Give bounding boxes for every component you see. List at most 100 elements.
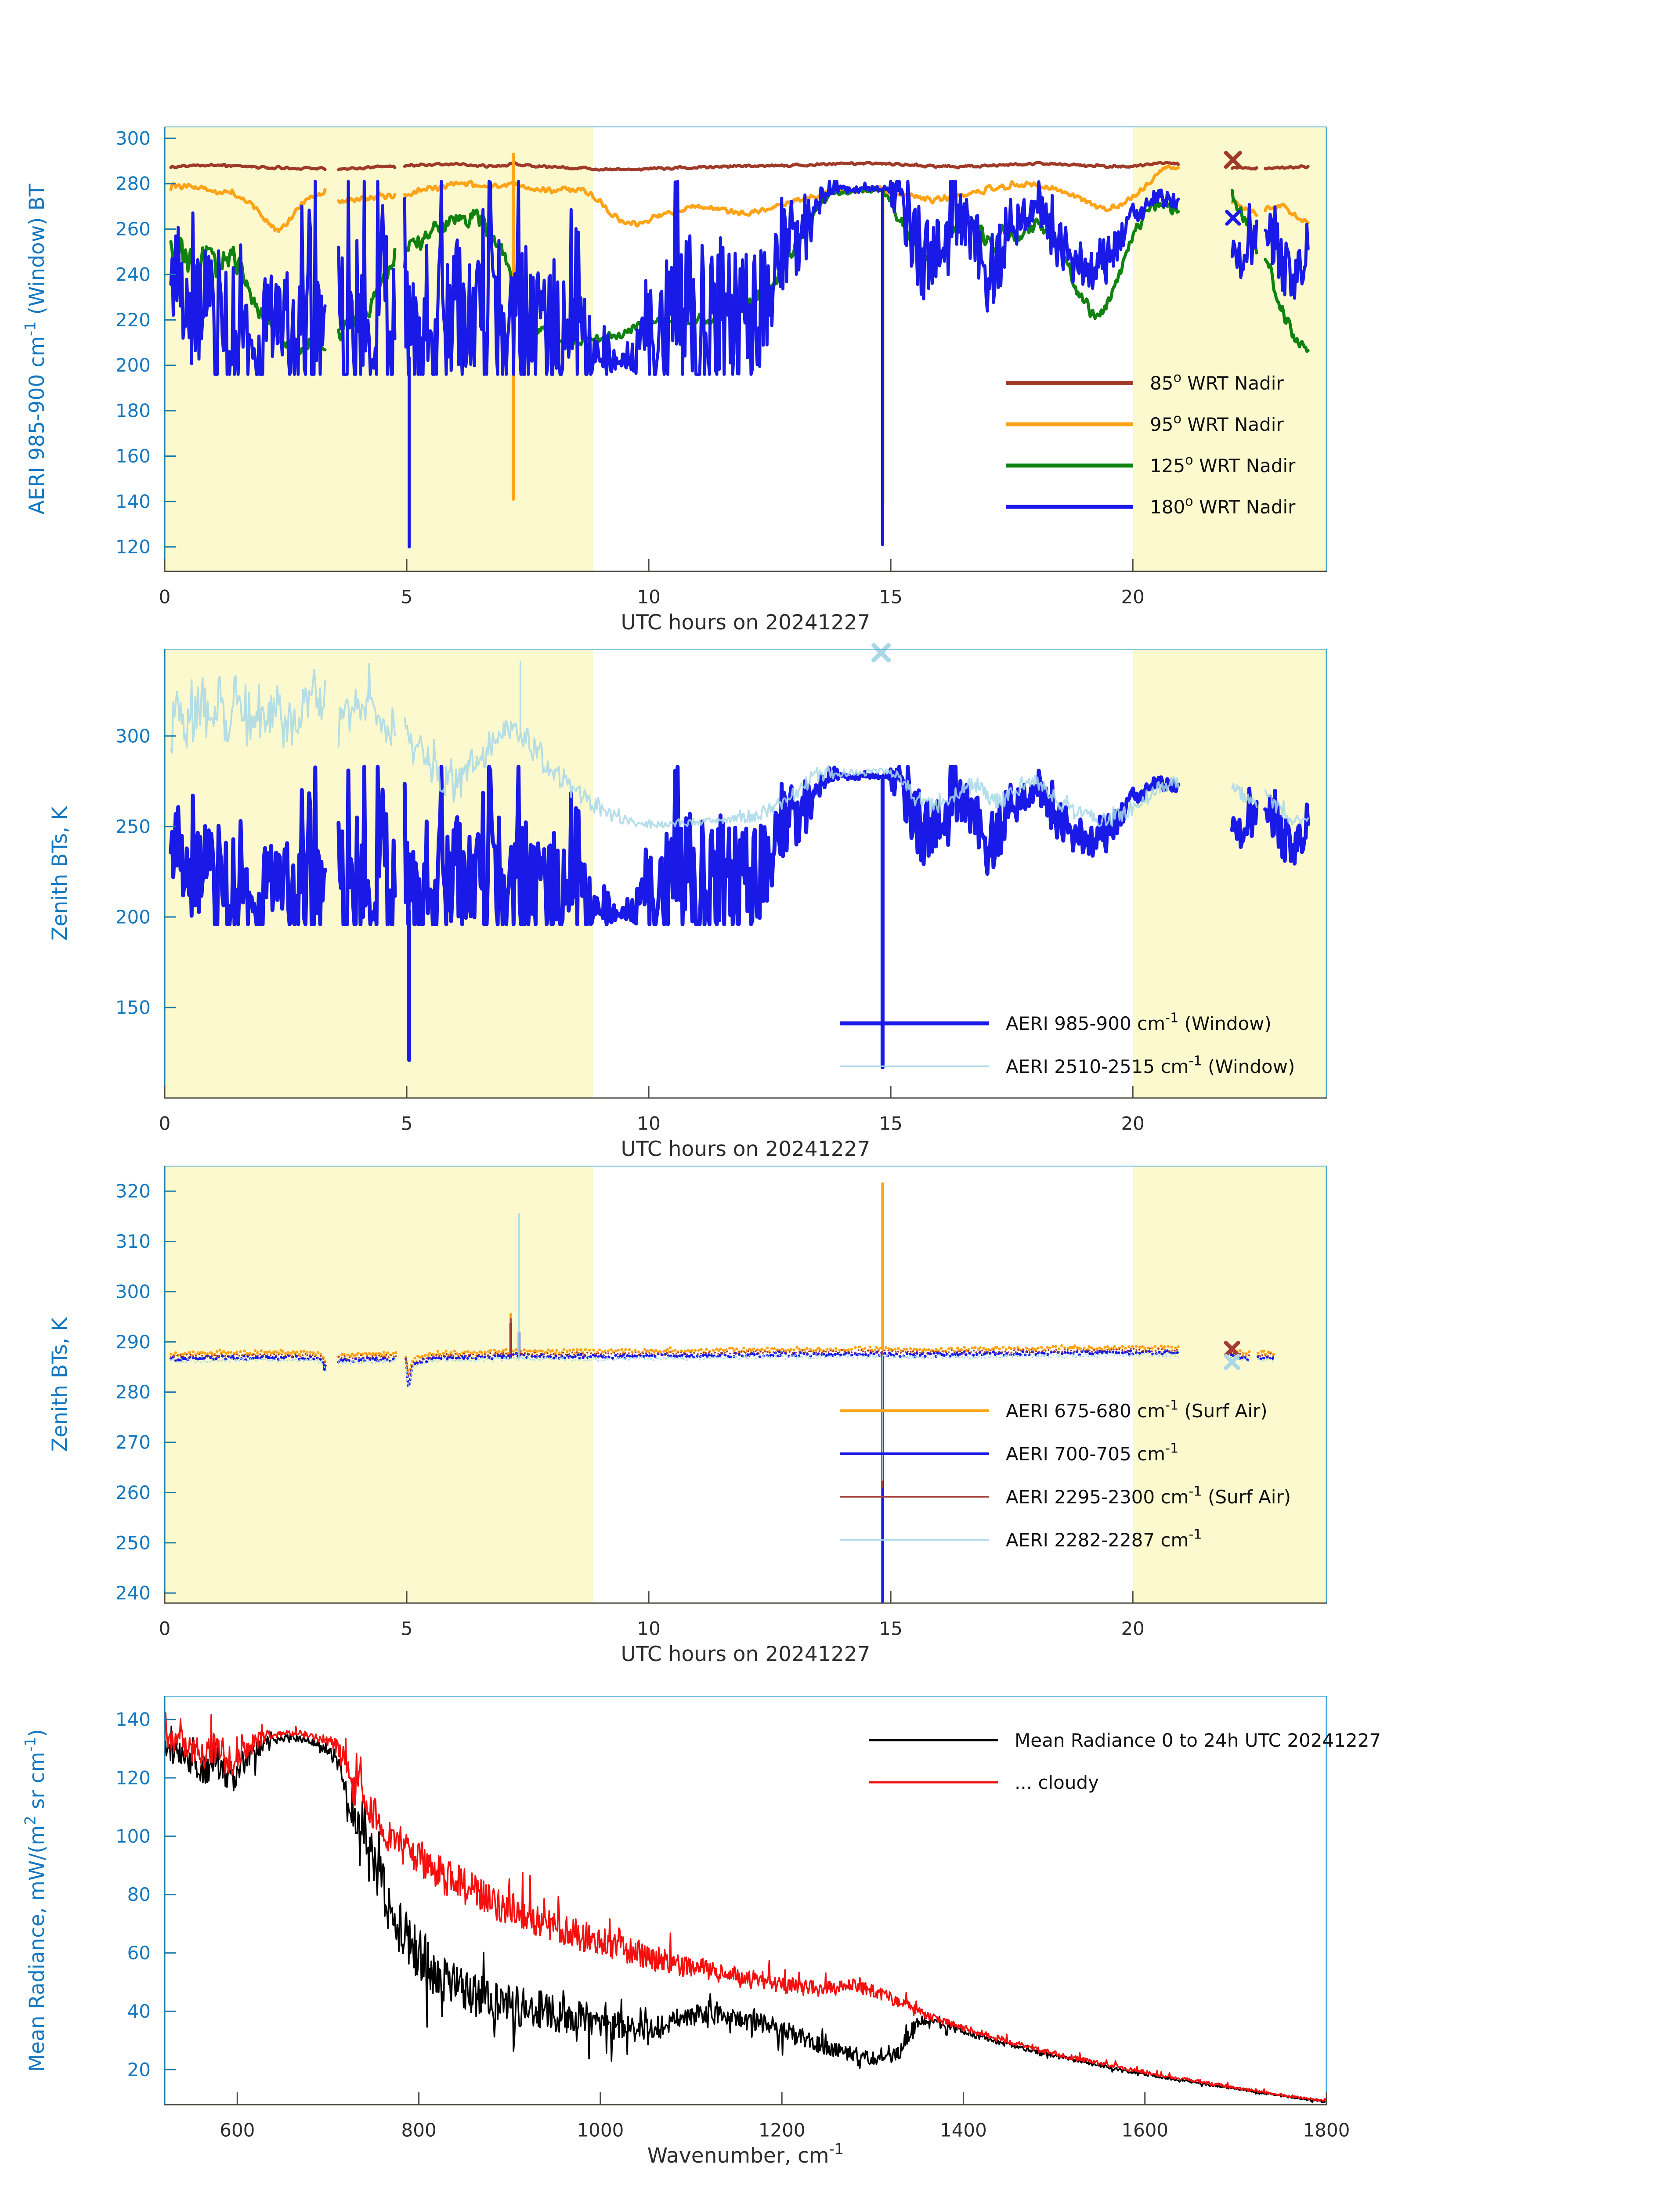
y-tick-label: 240 (116, 264, 151, 285)
x-tick-label: 15 (879, 1113, 902, 1134)
y-tick-label: 280 (116, 1381, 151, 1403)
x-tick-label: 0 (159, 1113, 171, 1134)
chart-3-zenith-co2-bts-line-aeri-2282-2287 (170, 1352, 1275, 1388)
y-tick-label: 300 (116, 127, 151, 149)
y-tick-label: 200 (116, 354, 151, 376)
y-tick-label: 180 (116, 400, 151, 422)
x-tick-label: 1800 (1303, 2120, 1350, 2141)
chart-3-zenith-co2-bts-line-aeri-675-680-surfair (169, 1343, 1275, 1376)
chart-3-zenith-co2-bts-x-marker (1224, 1340, 1240, 1357)
y-tick-label: 80 (127, 1884, 151, 1905)
legend-entry-label: AERI 2510-2515 cm-1 (Window) (1006, 1053, 1295, 1077)
x-tick-label: 20 (1121, 1113, 1144, 1134)
chart-1-nadir-angles-bt-x-marker (1224, 151, 1242, 169)
y-tick-label: 290 (116, 1331, 151, 1353)
x-axis-label: Wavenumber, cm-1 (647, 2140, 844, 2168)
y-tick-label: 120 (116, 1767, 151, 1789)
chart-2-zenith-window-bts: 150 200 250 300 0 5 10 15 20 UTC hours on 2024122… (48, 643, 1327, 1161)
chart-1-nadir-angles-bt-legend: 85o WRT Nadir 95o WRT Nadir 125o WRT Nadir… (1006, 370, 1296, 518)
legend-entry-label: ... cloudy (1015, 1772, 1099, 1793)
y-tick-label: 150 (116, 997, 151, 1018)
chart-1-nadir-angles-bt-line-180deg-wrt-nadir (169, 180, 1310, 376)
chart-3-zenith-co2-bts-legend: AERI 675-680 cm-1 (Surf Air) AERI 700-705… (840, 1398, 1291, 1551)
legend-entry-label: 95o WRT Nadir (1150, 411, 1284, 435)
chart-4-mean-radiance-520-1800-axes: 20 40 60 80 100 120 140 600 800 1000 1200 1400 1600 1… (22, 1696, 1350, 2168)
chart-2-zenith-window-bts-axes: 150 200 250 300 0 5 10 15 20 UTC hours on 2024122… (48, 649, 1327, 1161)
chart-1-nadir-angles-bt-axes: 120 140 160 180 200 220 240 260 280 300 0 5 10 15 20 UT… (22, 126, 1327, 635)
x-tick-label: 5 (401, 1618, 413, 1640)
chart-3-zenith-co2-bts-x-marker (1224, 1354, 1240, 1370)
chart-2-zenith-window-bts-line-aeri-2510-2515-window (170, 663, 1309, 829)
legend-entry-label: 85o WRT Nadir (1150, 370, 1284, 394)
x-tick-label: 0 (159, 586, 171, 608)
x-tick-label: 10 (637, 586, 660, 608)
y-tick-label: 160 (116, 445, 151, 467)
x-tick-label: 1000 (577, 2120, 624, 2141)
chart-2-zenith-window-bts-x-marker (871, 643, 891, 663)
y-tick-label: 140 (116, 1709, 151, 1730)
chart-1-nadir-angles-bt-x-marker (1225, 209, 1241, 226)
chart-2-zenith-window-bts-line-aeri-985-900-window (169, 765, 1310, 926)
y-tick-label: 40 (127, 2001, 151, 2022)
x-tick-label: 600 (220, 2120, 255, 2141)
x-tick-label: 1600 (1121, 2120, 1168, 2141)
y-tick-label: 270 (116, 1432, 151, 1453)
chart-3-zenith-co2-bts-bands (165, 1166, 1326, 1603)
chart-4-mean-radiance-520-1800-line-mean-radiance-clear (165, 1725, 1326, 2103)
chart-1-nadir-angles-bt-series (169, 152, 1310, 549)
x-tick-label: 1400 (940, 2120, 987, 2141)
y-tick-label: 260 (116, 218, 151, 240)
y-tick-label: 100 (116, 1825, 151, 1847)
chart-2-zenith-window-bts-series (169, 661, 1310, 1069)
chart-4-mean-radiance-520-1800-line-mean-radiance-cloudy (165, 1712, 1326, 2102)
x-tick-label: 20 (1121, 586, 1144, 608)
y-tick-label: 320 (116, 1181, 151, 1202)
chart-2-zenith-window-bts-legend: AERI 985-900 cm-1 (Window) AERI 2510-2515… (840, 1010, 1295, 1077)
legend-entry-label: AERI 985-900 cm-1 (Window) (1006, 1010, 1272, 1034)
y-tick-label: 300 (116, 725, 151, 747)
y-tick-label: 280 (116, 173, 151, 195)
y-axis-label: AERI 985-900 cm-1 (Window) BT (22, 184, 49, 514)
y-tick-label: 240 (116, 1582, 151, 1604)
x-axis-label: UTC hours on 20241227 (621, 1642, 871, 1666)
y-tick-label: 250 (116, 816, 151, 837)
chart-3-zenith-co2-bts-series (169, 1182, 1275, 1603)
chart-4-mean-radiance-520-1800: 20 40 60 80 100 120 140 600 800 1000 1200 1400 1600 1… (22, 1696, 1381, 2168)
y-tick-label: 120 (116, 536, 151, 558)
chart-3-zenith-co2-bts-line-aeri-2295-2300-surfair (170, 1347, 1275, 1377)
x-tick-label: 20 (1121, 1618, 1144, 1640)
legend-entry-label: AERI 2282-2287 cm-1 (1006, 1527, 1202, 1551)
y-axis-label: Zenith BTs, K (48, 806, 72, 941)
x-axis-label: UTC hours on 20241227 (621, 610, 871, 635)
chart-1-nadir-angles-bt: 120 140 160 180 200 220 240 260 280 300 0 5 10 15 20 UT… (22, 126, 1327, 635)
legend-entry-label: 125o WRT Nadir (1150, 452, 1296, 477)
chart-1-nadir-angles-bt-line-85deg-wrt-nadir (169, 161, 1310, 172)
y-tick-label: 260 (116, 1482, 151, 1503)
x-tick-label: 1200 (759, 2120, 806, 2141)
legend-entry-label: AERI 2295-2300 cm-1 (Surf Air) (1006, 1484, 1291, 1508)
x-tick-label: 10 (637, 1113, 660, 1134)
x-tick-label: 0 (159, 1618, 171, 1640)
y-tick-label: 310 (116, 1231, 151, 1252)
y-tick-label: 60 (127, 1942, 151, 1964)
y-axis-label: Zenith BTs, K (48, 1317, 72, 1452)
legend-entry-label: AERI 700-705 cm-1 (1006, 1441, 1178, 1465)
chart-3-zenith-co2-bts: 240 250 260 270 280 290 300 310 320 0 5 10 15 20 UTC h… (48, 1166, 1327, 1666)
x-tick-label: 15 (879, 586, 902, 608)
y-tick-label: 200 (116, 906, 151, 928)
legend-entry-label: 180o WRT Nadir (1150, 494, 1296, 518)
chart-3-zenith-co2-bts-axes: 240 250 260 270 280 290 300 310 320 0 5 10 15 20 UTC h… (48, 1166, 1327, 1666)
x-axis-label: UTC hours on 20241227 (621, 1137, 871, 1161)
y-tick-label: 20 (127, 2059, 151, 2080)
legend-entry-label: Mean Radiance 0 to 24h UTC 20241227 (1015, 1730, 1381, 1751)
x-tick-label: 5 (401, 1113, 413, 1134)
shaded-band (1133, 1166, 1326, 1603)
y-tick-label: 300 (116, 1281, 151, 1302)
x-tick-label: 10 (637, 1618, 660, 1640)
shaded-band (1133, 649, 1326, 1098)
chart-4-mean-radiance-520-1800-legend: Mean Radiance 0 to 24h UTC 20241227 ... c… (869, 1730, 1381, 1793)
y-tick-label: 220 (116, 309, 151, 331)
shaded-band (165, 1166, 593, 1603)
